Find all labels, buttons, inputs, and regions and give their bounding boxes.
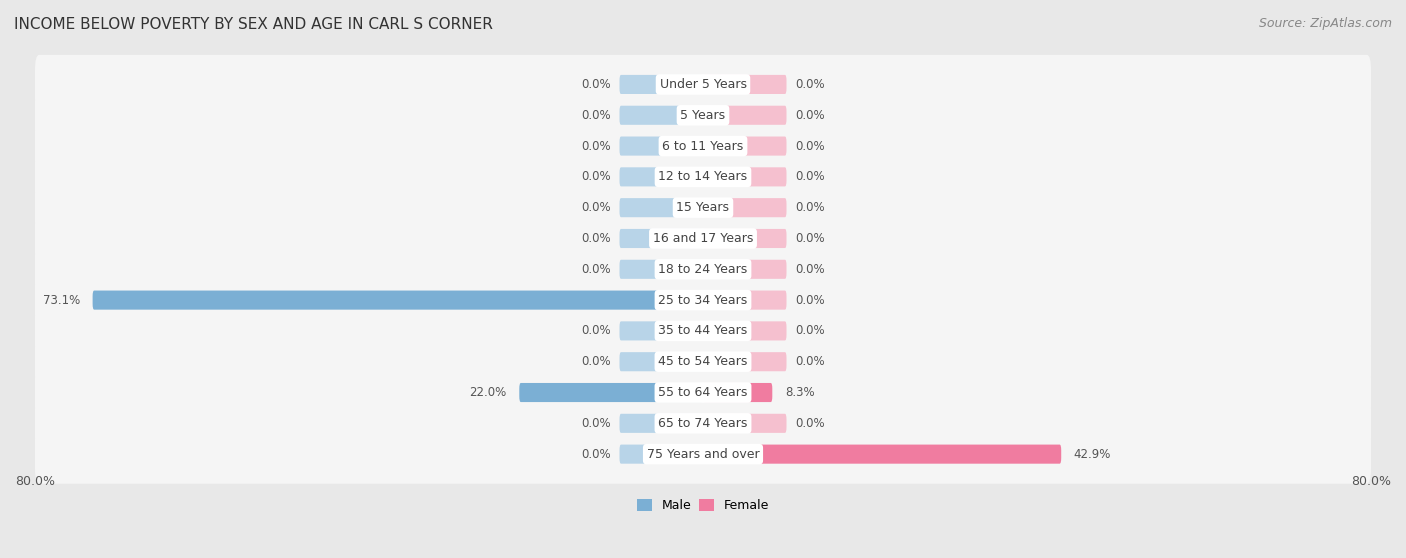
FancyBboxPatch shape — [35, 425, 1371, 484]
FancyBboxPatch shape — [703, 291, 786, 310]
FancyBboxPatch shape — [703, 383, 772, 402]
FancyBboxPatch shape — [703, 229, 786, 248]
Text: 8.3%: 8.3% — [785, 386, 814, 399]
FancyBboxPatch shape — [620, 259, 703, 279]
FancyBboxPatch shape — [620, 137, 703, 156]
Text: 5 Years: 5 Years — [681, 109, 725, 122]
Text: 15 Years: 15 Years — [676, 201, 730, 214]
FancyBboxPatch shape — [35, 271, 1371, 330]
Text: 25 to 34 Years: 25 to 34 Years — [658, 294, 748, 306]
FancyBboxPatch shape — [620, 198, 703, 217]
Text: 0.0%: 0.0% — [582, 232, 612, 245]
Text: 0.0%: 0.0% — [582, 140, 612, 152]
FancyBboxPatch shape — [620, 321, 703, 340]
FancyBboxPatch shape — [620, 167, 703, 186]
FancyBboxPatch shape — [35, 363, 1371, 422]
Text: 55 to 64 Years: 55 to 64 Years — [658, 386, 748, 399]
Text: Source: ZipAtlas.com: Source: ZipAtlas.com — [1258, 17, 1392, 30]
Text: 0.0%: 0.0% — [794, 78, 824, 91]
FancyBboxPatch shape — [620, 414, 703, 433]
Text: 0.0%: 0.0% — [794, 170, 824, 184]
Text: 75 Years and over: 75 Years and over — [647, 448, 759, 461]
FancyBboxPatch shape — [35, 240, 1371, 299]
FancyBboxPatch shape — [620, 352, 703, 371]
FancyBboxPatch shape — [35, 86, 1371, 145]
FancyBboxPatch shape — [620, 445, 703, 464]
Text: 0.0%: 0.0% — [582, 417, 612, 430]
FancyBboxPatch shape — [35, 209, 1371, 268]
Text: 0.0%: 0.0% — [582, 201, 612, 214]
Text: 18 to 24 Years: 18 to 24 Years — [658, 263, 748, 276]
Text: 6 to 11 Years: 6 to 11 Years — [662, 140, 744, 152]
FancyBboxPatch shape — [703, 75, 786, 94]
FancyBboxPatch shape — [35, 178, 1371, 237]
Text: 0.0%: 0.0% — [794, 355, 824, 368]
FancyBboxPatch shape — [519, 383, 703, 402]
FancyBboxPatch shape — [703, 414, 786, 433]
Text: 0.0%: 0.0% — [582, 324, 612, 338]
Text: INCOME BELOW POVERTY BY SEX AND AGE IN CARL S CORNER: INCOME BELOW POVERTY BY SEX AND AGE IN C… — [14, 17, 494, 32]
Text: 0.0%: 0.0% — [582, 109, 612, 122]
Text: 0.0%: 0.0% — [794, 324, 824, 338]
Text: 35 to 44 Years: 35 to 44 Years — [658, 324, 748, 338]
Text: 0.0%: 0.0% — [794, 232, 824, 245]
Text: 42.9%: 42.9% — [1074, 448, 1111, 461]
Text: 0.0%: 0.0% — [794, 417, 824, 430]
Text: 0.0%: 0.0% — [582, 78, 612, 91]
FancyBboxPatch shape — [703, 137, 786, 156]
FancyBboxPatch shape — [620, 105, 703, 125]
FancyBboxPatch shape — [703, 445, 1062, 464]
Text: Under 5 Years: Under 5 Years — [659, 78, 747, 91]
Text: 0.0%: 0.0% — [582, 170, 612, 184]
Text: 0.0%: 0.0% — [794, 109, 824, 122]
Legend: Male, Female: Male, Female — [631, 494, 775, 517]
FancyBboxPatch shape — [620, 229, 703, 248]
FancyBboxPatch shape — [35, 301, 1371, 360]
Text: 16 and 17 Years: 16 and 17 Years — [652, 232, 754, 245]
FancyBboxPatch shape — [93, 291, 703, 310]
FancyBboxPatch shape — [35, 55, 1371, 114]
FancyBboxPatch shape — [620, 75, 703, 94]
Text: 0.0%: 0.0% — [794, 201, 824, 214]
FancyBboxPatch shape — [703, 198, 786, 217]
Text: 0.0%: 0.0% — [794, 263, 824, 276]
Text: 0.0%: 0.0% — [582, 263, 612, 276]
FancyBboxPatch shape — [35, 332, 1371, 391]
FancyBboxPatch shape — [703, 259, 786, 279]
Text: 65 to 74 Years: 65 to 74 Years — [658, 417, 748, 430]
Text: 0.0%: 0.0% — [582, 448, 612, 461]
Text: 12 to 14 Years: 12 to 14 Years — [658, 170, 748, 184]
Text: 45 to 54 Years: 45 to 54 Years — [658, 355, 748, 368]
Text: 0.0%: 0.0% — [582, 355, 612, 368]
FancyBboxPatch shape — [703, 352, 786, 371]
Text: 0.0%: 0.0% — [794, 140, 824, 152]
Text: 22.0%: 22.0% — [470, 386, 506, 399]
FancyBboxPatch shape — [35, 394, 1371, 453]
FancyBboxPatch shape — [35, 117, 1371, 176]
FancyBboxPatch shape — [35, 147, 1371, 206]
FancyBboxPatch shape — [703, 167, 786, 186]
FancyBboxPatch shape — [703, 321, 786, 340]
Text: 0.0%: 0.0% — [794, 294, 824, 306]
Text: 73.1%: 73.1% — [42, 294, 80, 306]
FancyBboxPatch shape — [703, 105, 786, 125]
